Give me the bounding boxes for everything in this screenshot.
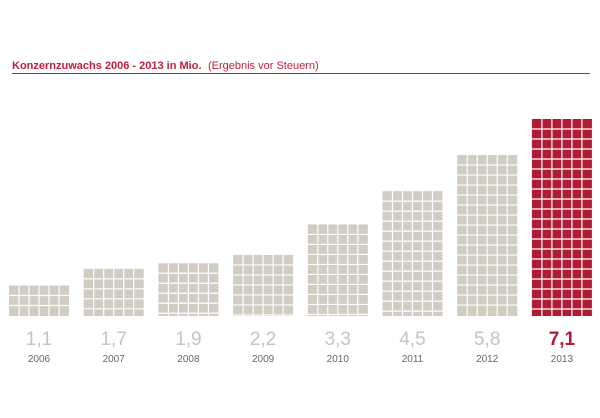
year-label-2007: 2007 [103, 354, 126, 365]
value-label-2012: 5,8 [474, 329, 500, 350]
bar-grid-2010 [307, 224, 368, 316]
bar-group-2008 [158, 263, 219, 316]
bar-group-2011 [382, 191, 443, 316]
chart-title: Konzernzuwachs 2006 - 2013 in Mio. [12, 60, 202, 72]
bar-grid-2009 [233, 254, 294, 316]
bar-grid-2006 [9, 285, 69, 316]
value-label-2006: 1,1 [26, 329, 52, 350]
year-label-2009: 2009 [252, 354, 275, 365]
year-label-2008: 2008 [177, 354, 200, 365]
bar-group-2006 [9, 285, 69, 316]
bar-grid-2007 [83, 268, 144, 316]
year-label-2013: 2013 [551, 354, 574, 365]
title-divider [12, 73, 590, 74]
bar-grid-2013 [531, 119, 592, 316]
bar-group-2007 [83, 268, 144, 316]
value-label-2013: 7,1 [549, 329, 576, 350]
bar-grid-2012 [457, 155, 518, 316]
value-label-2011: 4,5 [399, 329, 425, 350]
value-label-2010: 3,3 [325, 329, 351, 350]
bar-grid-2008 [158, 263, 219, 316]
bar-group-2009 [233, 254, 294, 316]
value-label-2008: 1,9 [175, 329, 201, 350]
year-label-2010: 2010 [327, 354, 350, 365]
value-label-2007: 1,7 [100, 329, 126, 350]
year-label-2006: 2006 [28, 354, 51, 365]
value-label-2009: 2,2 [250, 329, 276, 350]
bar-grid-2011 [382, 191, 443, 316]
chart-header: Konzernzuwachs 2006 - 2013 in Mio. (Erge… [12, 56, 590, 74]
year-label-2012: 2012 [476, 354, 499, 365]
bar-group-2010 [307, 224, 368, 316]
year-label-2011: 2011 [402, 354, 424, 365]
bar-group-2013 [531, 119, 592, 316]
bar-group-2012 [457, 155, 518, 316]
chart-subtitle: (Ergebnis vor Steuern) [207, 60, 319, 72]
